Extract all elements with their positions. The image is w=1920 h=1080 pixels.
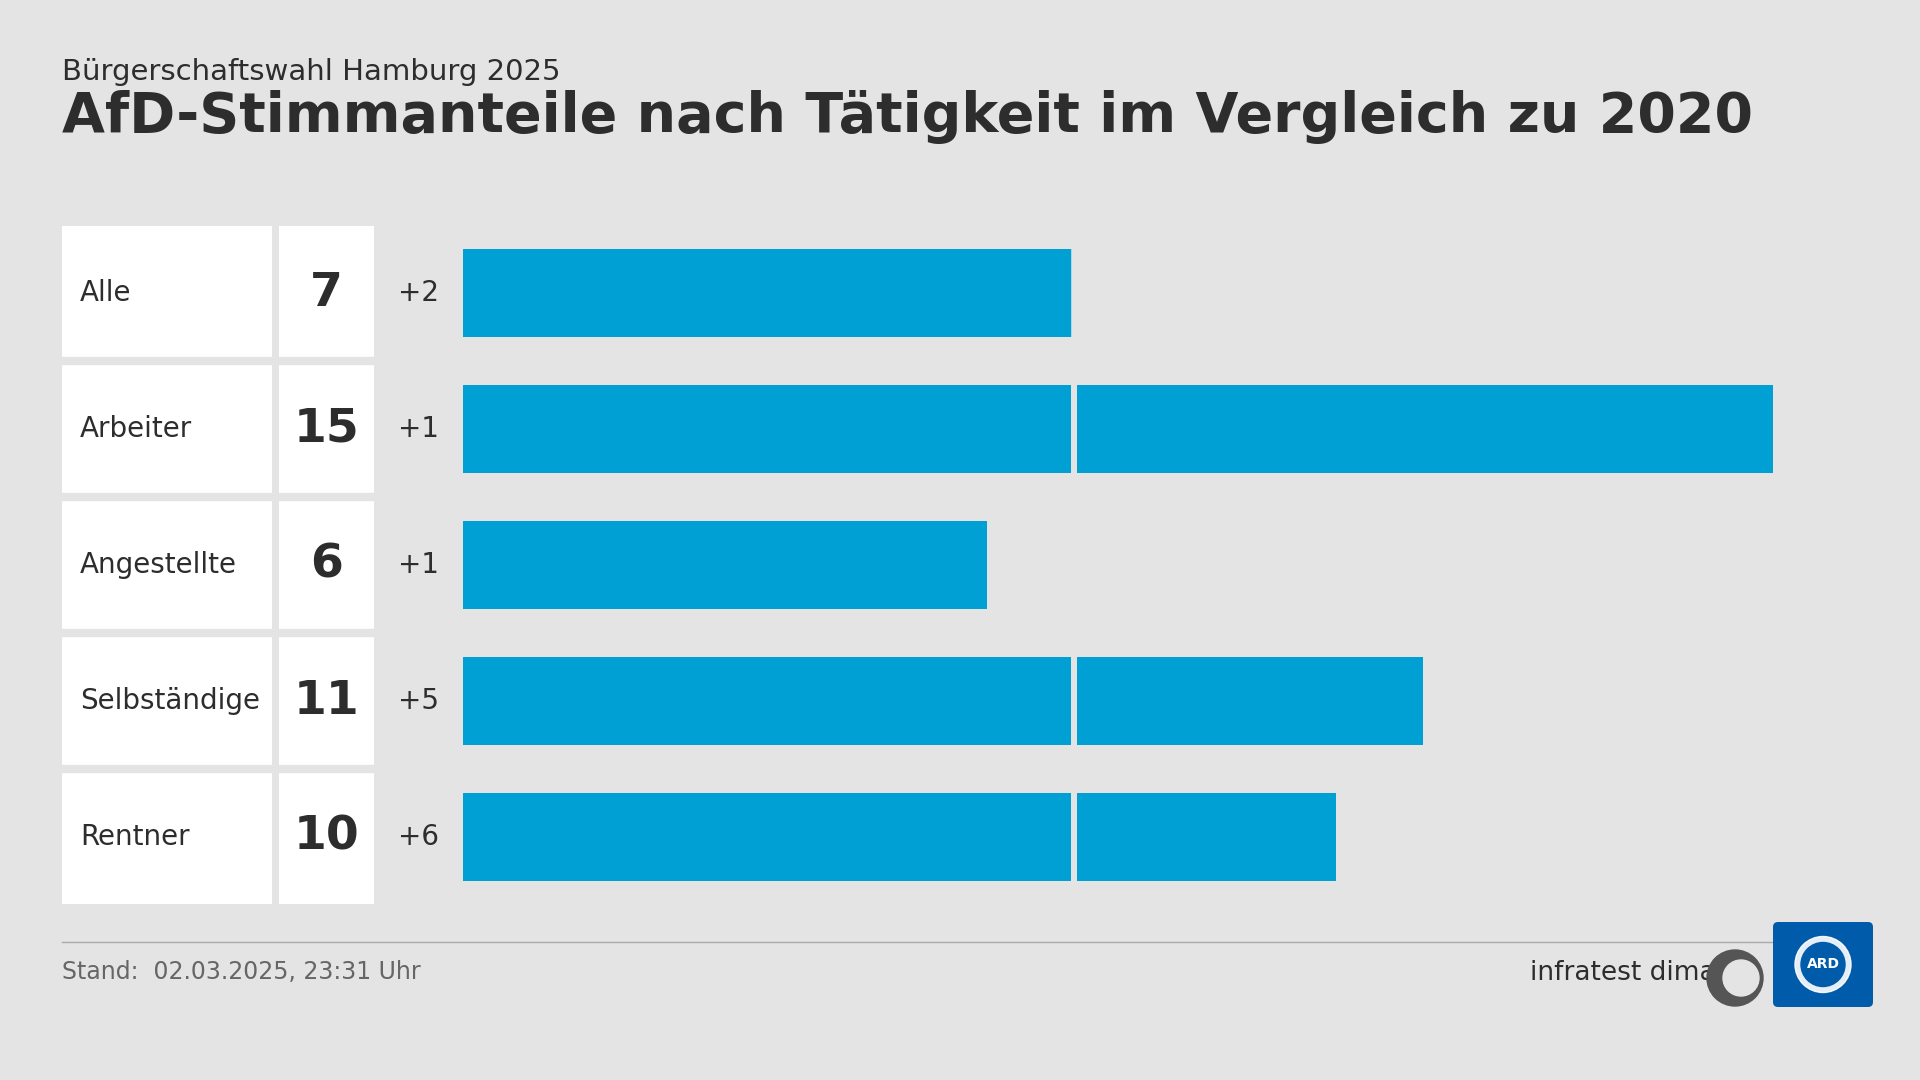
Text: +2: +2: [397, 279, 440, 307]
Bar: [463, 384, 1071, 473]
FancyBboxPatch shape: [278, 770, 374, 904]
Circle shape: [1722, 960, 1759, 996]
FancyBboxPatch shape: [278, 498, 374, 632]
Bar: [463, 248, 1073, 337]
Text: Selbständige: Selbständige: [81, 687, 259, 715]
Bar: [463, 657, 1071, 745]
Text: +1: +1: [397, 415, 440, 443]
Text: 6: 6: [309, 542, 344, 588]
Text: 10: 10: [294, 814, 359, 860]
Bar: [463, 521, 987, 609]
Text: +6: +6: [397, 823, 440, 851]
Text: +5: +5: [397, 687, 440, 715]
FancyBboxPatch shape: [61, 498, 273, 632]
Text: infratest dimap: infratest dimap: [1530, 960, 1732, 986]
Bar: [1077, 793, 1336, 881]
Bar: [463, 793, 1071, 881]
FancyBboxPatch shape: [61, 770, 273, 904]
Bar: [1077, 384, 1772, 473]
FancyBboxPatch shape: [61, 227, 273, 360]
Text: 11: 11: [294, 678, 359, 724]
Circle shape: [1707, 950, 1763, 1005]
Text: AfD-Stimmanteile nach Tätigkeit im Vergleich zu 2020: AfD-Stimmanteile nach Tätigkeit im Vergl…: [61, 90, 1753, 144]
Circle shape: [1795, 936, 1851, 993]
Text: 15: 15: [294, 406, 359, 451]
FancyBboxPatch shape: [1772, 922, 1874, 1007]
FancyBboxPatch shape: [278, 227, 374, 360]
FancyBboxPatch shape: [278, 363, 374, 496]
FancyBboxPatch shape: [61, 363, 273, 496]
Text: Bürgerschaftswahl Hamburg 2025: Bürgerschaftswahl Hamburg 2025: [61, 58, 561, 86]
Text: Stand:  02.03.2025, 23:31 Uhr: Stand: 02.03.2025, 23:31 Uhr: [61, 960, 420, 984]
Text: ARD: ARD: [1807, 958, 1839, 972]
Text: Rentner: Rentner: [81, 823, 190, 851]
Text: Arbeiter: Arbeiter: [81, 415, 192, 443]
Bar: [1077, 657, 1423, 745]
Circle shape: [1801, 943, 1845, 986]
Text: +1: +1: [397, 551, 440, 579]
Text: Angestellte: Angestellte: [81, 551, 236, 579]
Text: 7: 7: [309, 270, 344, 315]
FancyBboxPatch shape: [278, 634, 374, 768]
Text: Alle: Alle: [81, 279, 131, 307]
FancyBboxPatch shape: [61, 634, 273, 768]
